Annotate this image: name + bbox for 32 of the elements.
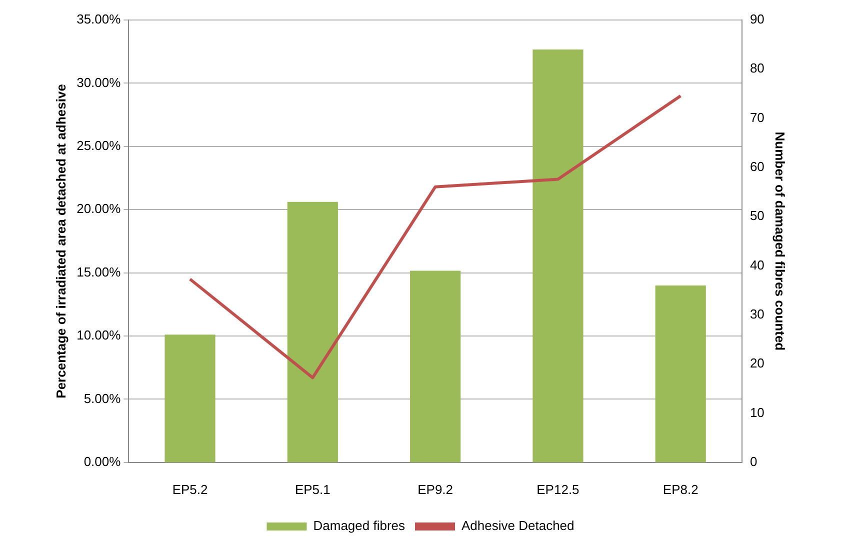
y-tick-label: 20.00% [76, 201, 122, 216]
y-tick-label: 25.00% [76, 138, 122, 153]
y2-tick-label: 70 [750, 110, 764, 125]
legend-label: Damaged fibres [313, 518, 406, 534]
x-tick-label: EP5.1 [294, 482, 330, 497]
x-tick-label: EP8.2 [662, 482, 698, 497]
y-tick-label: 30.00% [76, 74, 122, 90]
x-tick-label: EP12.5 [536, 482, 580, 497]
y-tick-label: 10.00% [76, 328, 122, 343]
y2-tick-label: 40 [750, 257, 764, 272]
bar [655, 285, 706, 462]
y-axis-title: Percentage of irradiated area detached at adhesive [53, 84, 68, 398]
bar [410, 270, 461, 462]
y-tick-label: 15.00% [76, 264, 122, 280]
y-tick-label: 35.00% [76, 12, 122, 27]
y2-tick-label: 80 [750, 60, 764, 76]
y-tick-label: 0.00% [84, 454, 122, 469]
bar [532, 49, 584, 462]
y2-tick-label: 20 [750, 356, 764, 371]
legend-label: Adhesive Detached [462, 518, 574, 534]
x-tick-label: EP9.2 [418, 482, 454, 497]
y-tick-label: 5.00% [84, 390, 122, 406]
y2-tick-label: 30 [750, 306, 764, 322]
x-tick-label: EP5.2 [172, 482, 208, 497]
y2-tick-label: 60 [750, 159, 764, 174]
y2-tick-label: 0 [750, 454, 758, 469]
bar [287, 202, 338, 462]
y2-tick-label: 10 [750, 404, 764, 420]
y2-tick-label: 90 [750, 12, 764, 27]
bar [164, 334, 216, 462]
y2-tick-label: 50 [750, 208, 764, 224]
y2-axis-title: Number of damaged fibres counted [772, 132, 788, 351]
